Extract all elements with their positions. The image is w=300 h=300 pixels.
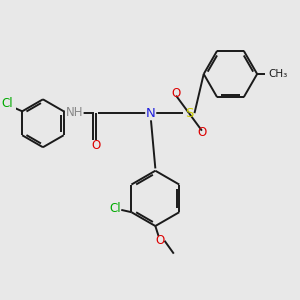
Text: Cl: Cl	[109, 202, 121, 214]
Text: O: O	[171, 87, 181, 100]
Text: Cl: Cl	[1, 97, 13, 110]
Text: O: O	[155, 234, 165, 247]
Text: N: N	[146, 106, 156, 120]
Text: O: O	[197, 127, 206, 140]
Text: CH₃: CH₃	[269, 69, 288, 79]
Text: NH: NH	[65, 106, 83, 119]
Text: S: S	[185, 106, 193, 120]
Text: O: O	[91, 139, 101, 152]
